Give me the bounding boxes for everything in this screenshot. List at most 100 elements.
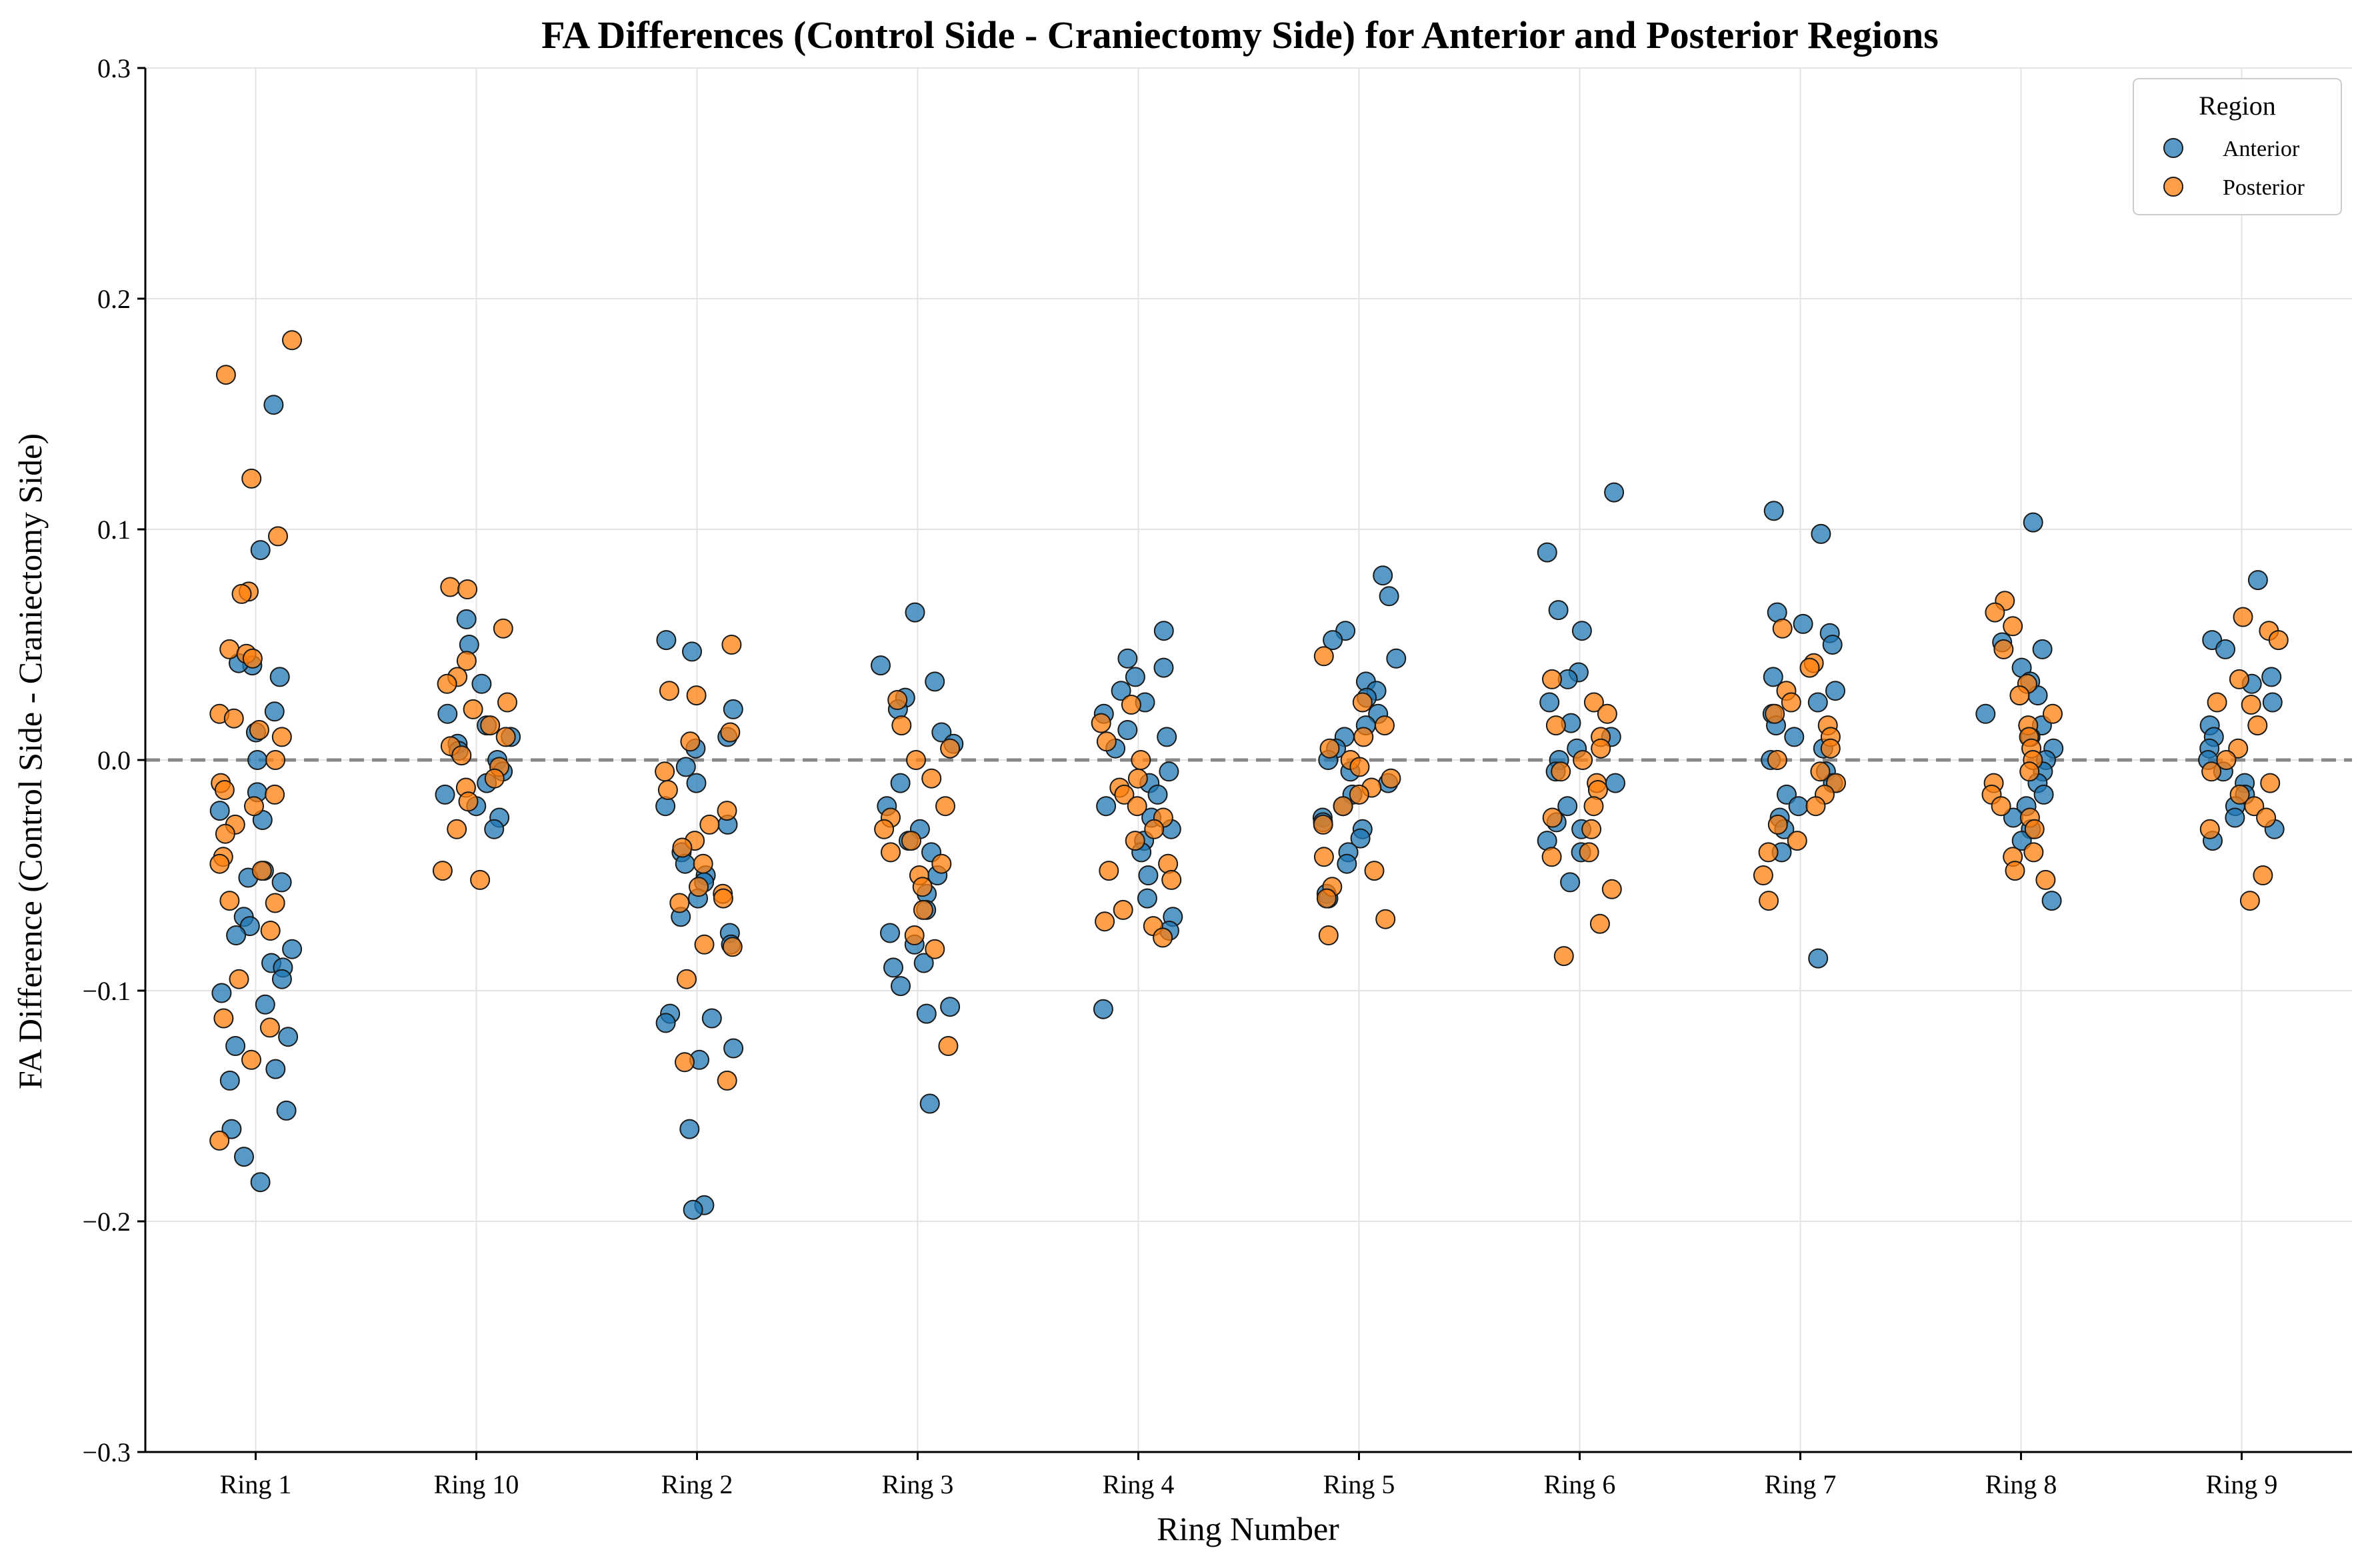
x-tick-label: Ring 2 bbox=[661, 1469, 733, 1499]
legend-title: Region bbox=[2199, 91, 2276, 121]
y-tick-label: 0.2 bbox=[97, 284, 131, 314]
anterior-point bbox=[1153, 657, 1174, 678]
anterior-point bbox=[1557, 796, 1578, 817]
posterior-point bbox=[497, 692, 517, 713]
anterior-point bbox=[1157, 727, 1177, 747]
anterior-point bbox=[435, 784, 455, 805]
anterior-point bbox=[1337, 853, 1357, 874]
posterior-point bbox=[1579, 842, 1599, 863]
anterior-point bbox=[1138, 865, 1159, 885]
anterior-point bbox=[2033, 784, 2054, 805]
x-axis-label: Ring Number bbox=[1157, 1510, 1339, 1547]
anterior-point bbox=[265, 1059, 286, 1079]
anterior-point bbox=[456, 609, 477, 629]
anterior-point bbox=[925, 671, 945, 692]
posterior-point bbox=[1583, 796, 1604, 817]
y-tick-label: 0.1 bbox=[97, 515, 131, 545]
posterior-point bbox=[935, 796, 955, 817]
anterior-point bbox=[1537, 542, 1557, 563]
x-tick-label: Ring 3 bbox=[882, 1469, 954, 1499]
posterior-point bbox=[2253, 865, 2273, 885]
posterior-point bbox=[699, 814, 720, 835]
anterior-point bbox=[250, 1172, 271, 1193]
posterior-point bbox=[229, 969, 249, 989]
anterior-point bbox=[247, 750, 268, 770]
posterior-point bbox=[1353, 727, 1374, 747]
posterior-point bbox=[913, 899, 933, 920]
posterior-point bbox=[1099, 861, 1119, 881]
anterior-point bbox=[1548, 600, 1569, 621]
posterior-point bbox=[463, 699, 483, 719]
posterior-point bbox=[1583, 692, 1604, 713]
x-tick-label: Ring 7 bbox=[1765, 1469, 1837, 1499]
posterior-point bbox=[456, 651, 477, 671]
anterior-point bbox=[683, 1199, 703, 1220]
posterior-point bbox=[901, 831, 921, 851]
anterior-point bbox=[1153, 621, 1174, 641]
posterior-point bbox=[451, 745, 472, 766]
anterior-point bbox=[675, 853, 695, 874]
anterior-point bbox=[1117, 720, 1138, 740]
posterior-point bbox=[1161, 869, 1182, 890]
posterior-point bbox=[1991, 796, 2011, 817]
posterior-point bbox=[1597, 703, 1617, 724]
posterior-point bbox=[1318, 925, 1339, 945]
y-tick-label: −0.2 bbox=[82, 1207, 131, 1237]
posterior-point bbox=[717, 801, 737, 821]
posterior-point bbox=[219, 639, 240, 659]
posterior-point bbox=[657, 780, 678, 800]
posterior-point bbox=[271, 727, 292, 747]
posterior-point bbox=[480, 715, 501, 736]
anterior-point bbox=[1604, 482, 1625, 503]
posterior-point bbox=[265, 893, 285, 913]
y-axis-label: FA Difference (Control Side - Craniectom… bbox=[11, 433, 49, 1089]
posterior-point bbox=[1313, 646, 1334, 667]
anterior-point bbox=[905, 602, 925, 623]
posterior-point bbox=[1313, 847, 1334, 867]
posterior-point bbox=[282, 330, 302, 351]
anterior-point bbox=[2247, 570, 2268, 591]
posterior-point bbox=[209, 853, 230, 874]
posterior-point bbox=[1131, 750, 1151, 770]
y-tick-label: −0.3 bbox=[82, 1437, 131, 1467]
posterior-point bbox=[215, 823, 235, 844]
anterior-point bbox=[1605, 773, 1625, 793]
posterior-point bbox=[1316, 888, 1337, 909]
legend-box bbox=[2133, 78, 2342, 215]
anterior-point bbox=[880, 923, 900, 943]
anterior-point bbox=[219, 1070, 240, 1091]
anterior-point bbox=[891, 976, 911, 997]
posterior-point bbox=[680, 731, 701, 752]
anterior-point bbox=[282, 939, 303, 959]
posterior-point bbox=[686, 685, 707, 706]
anterior-point bbox=[679, 1119, 700, 1139]
anterior-point bbox=[1350, 828, 1371, 849]
legend-marker-anterior bbox=[2163, 138, 2183, 158]
posterior-point bbox=[2239, 891, 2260, 911]
posterior-point bbox=[2003, 616, 2023, 637]
posterior-point bbox=[2207, 692, 2227, 713]
posterior-point bbox=[1113, 899, 1133, 920]
anterior-point bbox=[1811, 523, 1831, 544]
posterior-point bbox=[209, 1130, 230, 1151]
anterior-point bbox=[269, 667, 290, 687]
anterior-point bbox=[1386, 648, 1407, 669]
anterior-point bbox=[255, 994, 275, 1015]
posterior-point bbox=[484, 768, 505, 789]
x-tick-label: Ring 5 bbox=[1323, 1469, 1395, 1499]
posterior-point bbox=[925, 939, 945, 959]
y-tick-label: 0.3 bbox=[97, 53, 131, 83]
posterior-point bbox=[887, 690, 908, 710]
anterior-point bbox=[723, 699, 743, 719]
posterior-point bbox=[694, 934, 715, 955]
anterior-point bbox=[484, 819, 505, 839]
posterior-point bbox=[265, 750, 286, 770]
posterior-point bbox=[1125, 831, 1145, 851]
posterior-point bbox=[1799, 657, 1820, 678]
anterior-point bbox=[1147, 784, 1168, 805]
posterior-point bbox=[1820, 738, 1841, 759]
legend-label-posterior: Posterior bbox=[2223, 175, 2305, 200]
anterior-point bbox=[1807, 692, 1828, 713]
posterior-point bbox=[1349, 784, 1369, 805]
